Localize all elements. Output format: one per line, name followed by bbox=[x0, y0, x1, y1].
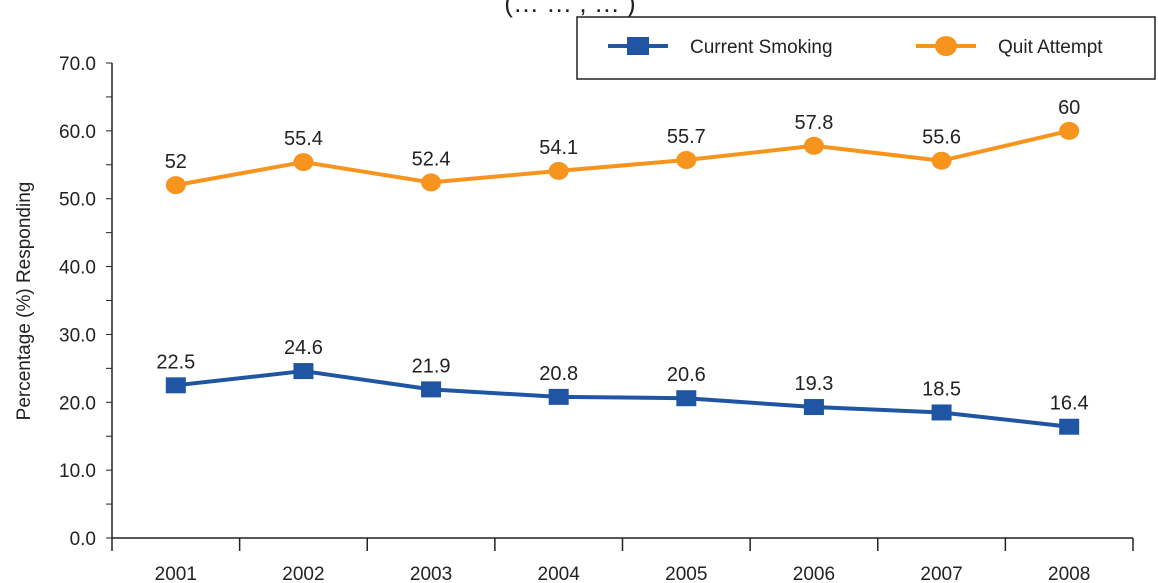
data-label: 55.4 bbox=[284, 128, 323, 150]
data-point-square bbox=[165, 377, 186, 394]
y-tick-label: 70.0 bbox=[59, 54, 96, 75]
series-quit-attempt: 52 55.4 52.4 54.1 55.7 57.8 55.6 60 bbox=[165, 97, 1080, 195]
legend-marker-square bbox=[627, 37, 649, 55]
data-point-circle bbox=[165, 176, 186, 195]
data-point-square bbox=[548, 388, 569, 405]
data-point-square bbox=[676, 390, 697, 407]
legend-item-current-smoking: Current Smoking bbox=[608, 37, 833, 58]
legend-label: Quit Attempt bbox=[998, 37, 1103, 58]
legend-label: Current Smoking bbox=[690, 37, 833, 58]
data-point-circle bbox=[803, 136, 824, 155]
y-tick-label: 10.0 bbox=[59, 461, 96, 482]
data-label: 55.6 bbox=[922, 127, 961, 149]
data-point-circle bbox=[421, 173, 442, 192]
data-point-circle bbox=[1059, 121, 1080, 140]
y-tick-label: 30.0 bbox=[59, 325, 96, 346]
x-tick-label: 2007 bbox=[920, 564, 962, 583]
data-point-circle bbox=[931, 151, 952, 170]
legend-box bbox=[576, 16, 1156, 80]
data-label: 57.8 bbox=[794, 112, 833, 134]
data-label: 16.4 bbox=[1050, 393, 1089, 415]
legend-marker-circle bbox=[935, 36, 957, 56]
x-tick-label: 2003 bbox=[410, 564, 452, 583]
y-tick-label: 20.0 bbox=[59, 393, 96, 414]
chart-title-fragment: (… … , … ) bbox=[504, 0, 635, 18]
legend: Current Smoking Quit Attempt bbox=[576, 16, 1156, 80]
data-point-square bbox=[293, 363, 314, 380]
data-label: 55.7 bbox=[667, 126, 706, 148]
data-label: 18.5 bbox=[922, 378, 961, 400]
data-point-circle bbox=[676, 151, 697, 170]
data-label: 20.8 bbox=[539, 363, 578, 385]
data-label: 52.4 bbox=[412, 148, 451, 170]
data-point-square bbox=[931, 404, 952, 421]
data-label: 22.5 bbox=[156, 351, 195, 373]
x-tick-label: 2001 bbox=[155, 564, 197, 583]
legend-item-quit-attempt: Quit Attempt bbox=[916, 36, 1103, 58]
y-tick-label: 40.0 bbox=[59, 258, 96, 279]
y-tick-label: 60.0 bbox=[59, 122, 96, 143]
data-label: 60 bbox=[1058, 97, 1080, 119]
y-axis-title: Percentage (%) Responding bbox=[14, 182, 35, 421]
data-label: 52 bbox=[165, 151, 187, 173]
y-tick-label: 50.0 bbox=[59, 190, 96, 211]
data-point-square bbox=[803, 399, 824, 416]
data-label: 54.1 bbox=[539, 137, 578, 159]
x-tick-label: 2004 bbox=[538, 564, 581, 583]
data-label: 24.6 bbox=[284, 337, 323, 359]
x-tick-label: 2005 bbox=[665, 564, 707, 583]
x-tick-label: 2006 bbox=[793, 564, 835, 583]
x-tick-label: 2002 bbox=[282, 564, 324, 583]
data-point-square bbox=[421, 381, 442, 398]
axes: 0.0 10.0 20.0 30.0 40.0 50.0 60.0 70.0 2001 2002 2… bbox=[59, 54, 1134, 583]
series-current-smoking: 22.5 24.6 21.9 20.8 20.6 19.3 18.5 16.4 bbox=[156, 337, 1089, 435]
data-label: 21.9 bbox=[412, 355, 451, 377]
series-layer: 22.524.621.9 20.8 20.6 19.3 18.516.45255.452… bbox=[156, 97, 1089, 435]
x-tick-label: 2008 bbox=[1048, 564, 1090, 583]
data-point-circle bbox=[548, 161, 569, 180]
y-tick-label: 0.0 bbox=[70, 529, 96, 550]
series-line bbox=[175, 128, 1070, 188]
data-point-square bbox=[1059, 418, 1080, 435]
data-label: 19.3 bbox=[794, 373, 833, 395]
data-point-circle bbox=[293, 153, 314, 172]
series-line bbox=[175, 369, 1070, 429]
data-label: 20.6 bbox=[667, 364, 706, 386]
